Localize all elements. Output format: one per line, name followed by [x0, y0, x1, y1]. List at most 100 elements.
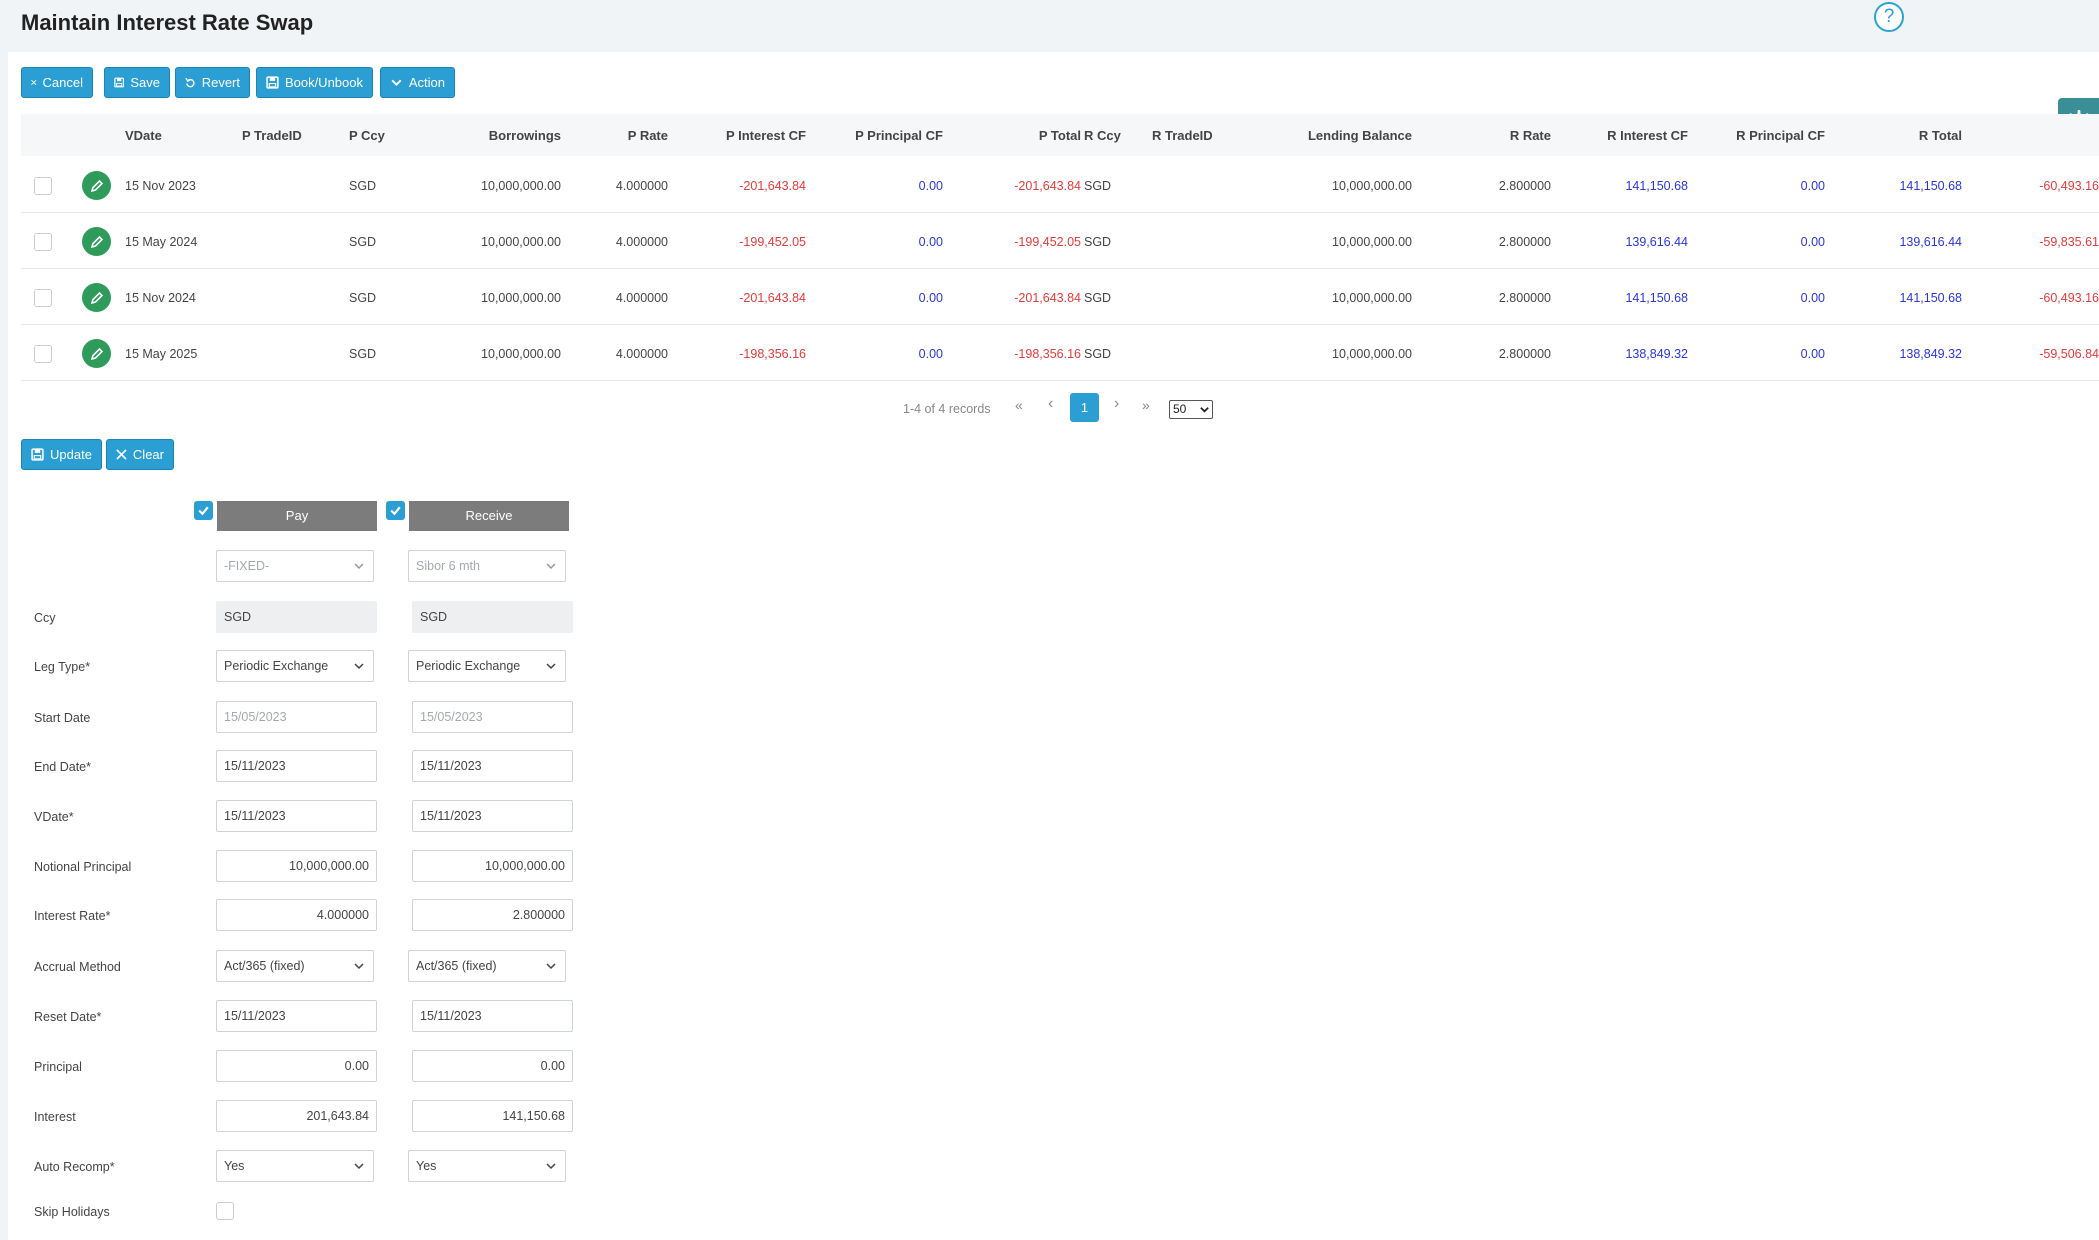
pay-start-date-input: 15/05/2023: [216, 701, 377, 733]
cell-r-principal: 0.00: [1800, 179, 1825, 193]
cell-p-ccy: SGD: [349, 347, 377, 361]
col-p-tradeid[interactable]: P TradeID: [242, 128, 302, 143]
row-checkbox[interactable]: [34, 289, 52, 307]
cell-lending: 10,000,000.00: [1332, 347, 1412, 361]
receive-notional-input[interactable]: 10,000,000.00: [412, 850, 573, 882]
cell-p-rate: 4.000000: [615, 179, 668, 193]
receive-reset-date-input[interactable]: 15/11/2023: [412, 1000, 573, 1032]
pay-notional-input[interactable]: 10,000,000.00: [216, 850, 377, 882]
col-p-ccy[interactable]: P Ccy: [349, 128, 385, 143]
table-row[interactable]: 15 Nov 2024 SGD 10,000,000.00 4.000000 -…: [21, 269, 2099, 325]
pay-leg-checkbox[interactable]: [194, 501, 213, 520]
pay-accrual-select[interactable]: Act/365 (fixed): [216, 950, 374, 982]
pay-end-date-input[interactable]: 15/11/2023: [216, 750, 377, 782]
table-row[interactable]: 15 May 2024 SGD 10,000,000.00 4.000000 -…: [21, 213, 2099, 269]
floppy-icon: [31, 448, 44, 461]
receive-principal-input[interactable]: 0.00: [412, 1050, 573, 1082]
cell-borrowings: 10,000,000.00: [481, 179, 561, 193]
table-row[interactable]: 15 Nov 2023 SGD 10,000,000.00 4.000000 -…: [21, 157, 2099, 213]
pay-interest-input[interactable]: 201,643.84: [216, 1100, 377, 1132]
main-panel: [8, 52, 2099, 1240]
row-checkbox[interactable]: [34, 177, 52, 195]
cell-p-principal: 0.00: [918, 179, 943, 193]
pay-index-value: -FIXED-: [224, 559, 270, 573]
col-r-total[interactable]: R Total: [1918, 128, 1962, 143]
book-unbook-button[interactable]: Book/Unbook: [256, 67, 373, 98]
pay-index-select[interactable]: -FIXED-: [216, 550, 374, 582]
row-checkbox[interactable]: [34, 233, 52, 251]
pay-vdate-input[interactable]: 15/11/2023: [216, 800, 377, 832]
cancel-button[interactable]: Cancel: [21, 67, 93, 98]
save-button[interactable]: Save: [104, 67, 170, 98]
receive-leg-header: Receive: [409, 501, 569, 531]
col-p-interest[interactable]: P Interest CF: [726, 128, 806, 143]
action-button[interactable]: Action: [380, 67, 455, 98]
pager-first[interactable]: «: [1015, 397, 1023, 413]
page-title: Maintain Interest Rate Swap: [21, 10, 314, 35]
pager-prev[interactable]: ‹: [1048, 395, 1054, 412]
col-r-interest[interactable]: R Interest CF: [1607, 128, 1688, 143]
pager-next[interactable]: ›: [1114, 395, 1120, 412]
pay-interest-rate-input[interactable]: 4.000000: [216, 899, 377, 931]
col-vdate[interactable]: VDate: [125, 128, 162, 143]
cell-lending: 10,000,000.00: [1332, 291, 1412, 305]
table-row[interactable]: 15 May 2025 SGD 10,000,000.00 4.000000 -…: [21, 325, 2099, 381]
cell-r-interest: 141,150.68: [1625, 179, 1688, 193]
chevron-down-icon: [546, 963, 556, 970]
col-p-principal[interactable]: P Principal CF: [855, 128, 943, 143]
col-r-ccy[interactable]: R Ccy: [1084, 128, 1121, 143]
undo-icon: [185, 77, 195, 88]
checkmark-icon: [198, 506, 209, 516]
pager-page-1[interactable]: 1: [1070, 393, 1099, 422]
principal-label: Principal: [34, 1060, 82, 1074]
col-r-rate[interactable]: R Rate: [1509, 128, 1551, 143]
receive-leg-type-select[interactable]: Periodic Exchange: [408, 650, 566, 682]
edit-button[interactable]: [82, 339, 111, 368]
help-icon[interactable]: ?: [1874, 2, 1904, 32]
col-borrowings[interactable]: Borrowings: [488, 128, 561, 143]
page-size-select[interactable]: 50: [1169, 400, 1213, 419]
chevron-down-icon: [354, 663, 364, 670]
col-p-total[interactable]: P Total: [1038, 128, 1081, 143]
page-size-value: 50: [1173, 402, 1187, 416]
cell-r-rate: 2.800000: [1498, 179, 1551, 193]
receive-accrual-select[interactable]: Act/365 (fixed): [408, 950, 566, 982]
clear-button[interactable]: Clear: [106, 439, 174, 470]
col-p-rate[interactable]: P Rate: [627, 128, 668, 143]
cell-net: -60,493.16: [2039, 179, 2099, 193]
edit-button[interactable]: [82, 227, 111, 256]
receive-auto-recomp-select[interactable]: Yes: [408, 1150, 566, 1182]
skip-holidays-checkbox[interactable]: [216, 1202, 234, 1220]
cell-r-rate: 2.800000: [1498, 347, 1551, 361]
chevron-down-icon: [546, 663, 556, 670]
receive-leg-type-value: Periodic Exchange: [416, 659, 521, 673]
pager-last[interactable]: »: [1142, 397, 1150, 413]
pencil-icon: [90, 235, 103, 248]
edit-button[interactable]: [82, 171, 111, 200]
skip-holidays-label: Skip Holidays: [34, 1205, 110, 1219]
pay-auto-recomp-select[interactable]: Yes: [216, 1150, 374, 1182]
start-date-label: Start Date: [34, 711, 91, 725]
cell-net: -60,493.16: [2039, 291, 2099, 305]
edit-button[interactable]: [82, 283, 111, 312]
receive-interest-input[interactable]: 141,150.68: [412, 1100, 573, 1132]
revert-button[interactable]: Revert: [175, 67, 250, 98]
col-r-tradeid[interactable]: R TradeID: [1152, 128, 1213, 143]
receive-interest-rate-input[interactable]: 2.800000: [412, 899, 573, 931]
row-checkbox[interactable]: [34, 345, 52, 363]
cell-vdate: 15 Nov 2024: [125, 291, 196, 305]
receive-index-select[interactable]: Sibor 6 mth: [408, 550, 566, 582]
receive-leg-checkbox[interactable]: [386, 501, 405, 520]
receive-vdate-input[interactable]: 15/11/2023: [412, 800, 573, 832]
col-lending[interactable]: Lending Balance: [1307, 128, 1412, 143]
pay-reset-date-input[interactable]: 15/11/2023: [216, 1000, 377, 1032]
update-button[interactable]: Update: [21, 439, 102, 470]
receive-end-date-input[interactable]: 15/11/2023: [412, 750, 573, 782]
pay-leg-type-value: Periodic Exchange: [224, 659, 329, 673]
pay-leg-type-select[interactable]: Periodic Exchange: [216, 650, 374, 682]
pay-principal-input[interactable]: 0.00: [216, 1050, 377, 1082]
auto-recomp-label: Auto Recomp*: [34, 1160, 115, 1174]
pay-leg-header: Pay: [217, 501, 377, 531]
cell-p-ccy: SGD: [349, 235, 377, 249]
col-r-principal[interactable]: R Principal CF: [1736, 128, 1825, 143]
